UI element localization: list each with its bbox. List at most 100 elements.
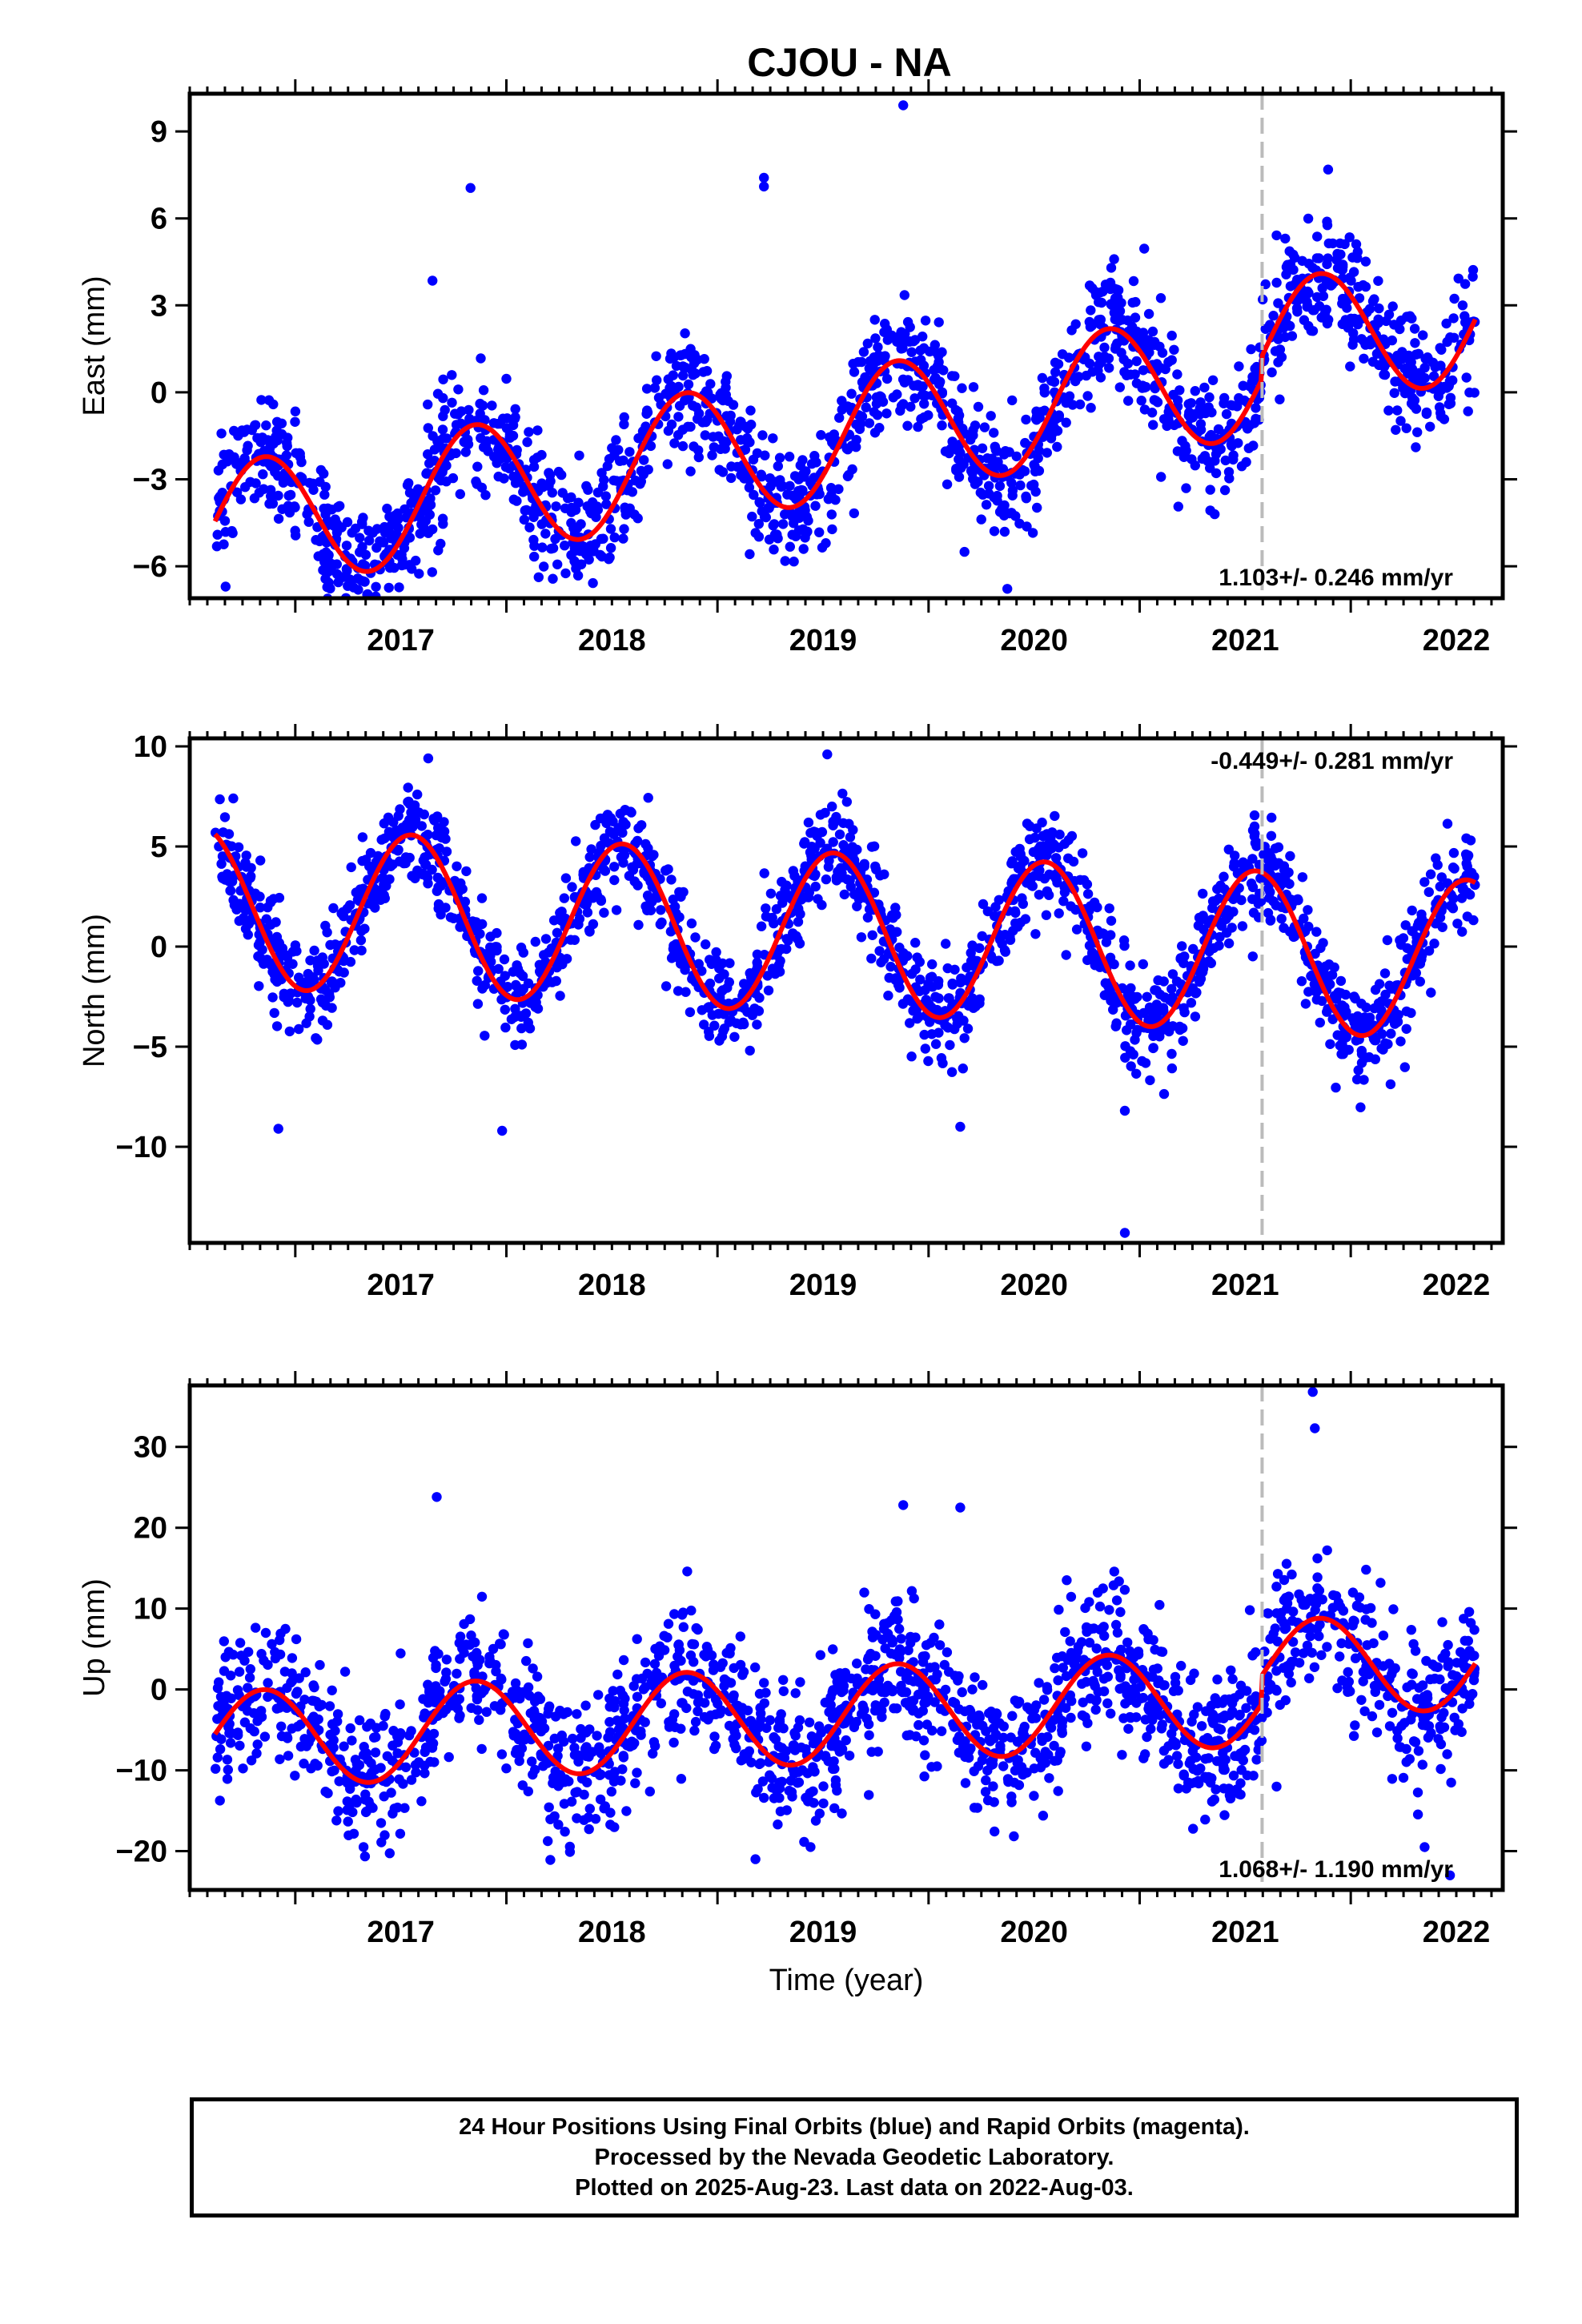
data-point (1338, 293, 1348, 304)
data-point (1244, 381, 1255, 392)
data-point (834, 829, 845, 840)
data-point (693, 1706, 703, 1717)
data-point (363, 609, 372, 618)
data-point (1203, 1753, 1214, 1763)
data-point (420, 1760, 430, 1771)
data-point (428, 431, 438, 441)
data-point (1297, 255, 1307, 266)
data-point (474, 1715, 484, 1725)
data-point (500, 1004, 510, 1015)
data-point (512, 963, 524, 975)
data-point (1131, 356, 1142, 367)
data-point (989, 428, 999, 438)
scatter-series-east (211, 100, 1480, 618)
data-point (690, 368, 701, 379)
data-point (785, 541, 795, 552)
data-point (1388, 981, 1399, 992)
data-point (1364, 304, 1375, 314)
data-point (1238, 859, 1248, 870)
data-point (562, 1707, 572, 1718)
data-point (858, 347, 869, 357)
data-point (584, 852, 595, 862)
data-point (742, 432, 753, 444)
data-point (1425, 421, 1435, 432)
data-point-outlier (759, 181, 769, 192)
data-point (1249, 821, 1260, 832)
data-point (753, 1005, 763, 1015)
data-point (539, 561, 549, 572)
y-tick-label: 0 (151, 376, 167, 410)
data-point (1206, 1700, 1217, 1711)
data-point (1442, 818, 1453, 829)
data-point (1401, 1006, 1412, 1017)
data-point (905, 401, 916, 412)
data-point (902, 420, 913, 431)
data-point (673, 1640, 684, 1651)
data-point (1421, 408, 1432, 420)
data-point (581, 549, 592, 560)
data-point (338, 907, 348, 918)
data-point (418, 505, 428, 515)
data-point (1343, 1667, 1353, 1678)
y-axis-label: North (mm) (78, 914, 111, 1068)
data-point (1054, 908, 1064, 919)
data-point (1249, 810, 1260, 821)
data-point (1315, 1619, 1325, 1630)
data-point (235, 494, 247, 505)
data-point (1249, 831, 1260, 842)
data-point (1274, 858, 1284, 868)
data-point (510, 1003, 520, 1015)
data-point (1395, 1036, 1406, 1047)
data-point (383, 582, 394, 593)
data-point (1037, 372, 1048, 384)
data-point (590, 539, 600, 549)
data-point (394, 582, 404, 593)
data-point (1360, 256, 1371, 267)
data-point (1154, 989, 1166, 1000)
data-point (1323, 238, 1335, 249)
fit-curve-east (212, 271, 1478, 574)
data-point (1412, 427, 1423, 437)
data-point (1389, 388, 1399, 398)
data-point (229, 900, 240, 911)
data-point (851, 435, 861, 445)
data-point (1154, 341, 1165, 352)
data-point (673, 412, 684, 422)
data-point (954, 444, 964, 456)
data-point (1131, 1068, 1142, 1080)
data-point (1234, 361, 1244, 372)
data-point (480, 1031, 490, 1041)
data-point (781, 934, 792, 944)
data-point (791, 931, 801, 942)
data-point (1082, 391, 1093, 401)
data-point (1086, 305, 1096, 316)
data-point (640, 1657, 651, 1668)
data-point (773, 959, 785, 970)
data-point-outlier (1119, 1228, 1130, 1238)
data-point (643, 793, 653, 803)
data-point (619, 524, 629, 534)
data-point (781, 1805, 792, 1815)
data-point (920, 1043, 931, 1054)
data-point (678, 1622, 689, 1632)
data-point (569, 556, 580, 566)
data-point (1174, 385, 1185, 396)
data-point (717, 392, 728, 403)
data-point (826, 509, 837, 520)
data-point (1220, 455, 1231, 466)
data-point (1071, 924, 1082, 935)
data-point (349, 945, 359, 955)
data-point (283, 501, 294, 511)
data-point (578, 541, 588, 552)
data-point (1139, 243, 1150, 254)
data-point (472, 999, 484, 1009)
data-point-outlier (898, 100, 909, 111)
data-point (1373, 314, 1383, 324)
data-point (983, 480, 994, 491)
data-point (1353, 1065, 1363, 1076)
data-point (1323, 164, 1334, 175)
data-point (955, 977, 966, 988)
data-point (892, 927, 902, 937)
data-point (879, 869, 889, 880)
data-point (1152, 397, 1163, 408)
